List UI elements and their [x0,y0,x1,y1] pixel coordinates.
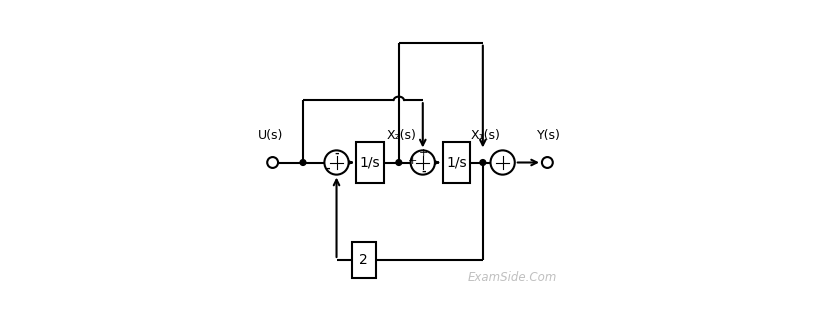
Text: 1/s: 1/s [446,155,466,170]
Text: ExamSide.Com: ExamSide.Com [467,271,556,284]
Bar [356,142,383,183]
Circle shape [300,160,305,165]
Circle shape [324,150,348,175]
Bar [442,142,469,183]
Text: 2: 2 [359,253,368,267]
Circle shape [479,160,485,165]
Text: X₁(s): X₁(s) [471,129,500,142]
Text: -: - [421,167,425,177]
Text: X₂(s): X₂(s) [387,129,416,142]
Text: +: + [408,156,417,166]
Text: Y(s): Y(s) [536,129,560,142]
Text: -: - [334,149,339,158]
Circle shape [490,150,514,175]
Circle shape [410,150,434,175]
Text: +: + [419,148,428,158]
Text: U(s): U(s) [258,129,283,142]
Text: -: - [324,164,329,174]
Text: 1/s: 1/s [360,155,380,170]
Bar [351,242,375,278]
Circle shape [396,160,401,165]
